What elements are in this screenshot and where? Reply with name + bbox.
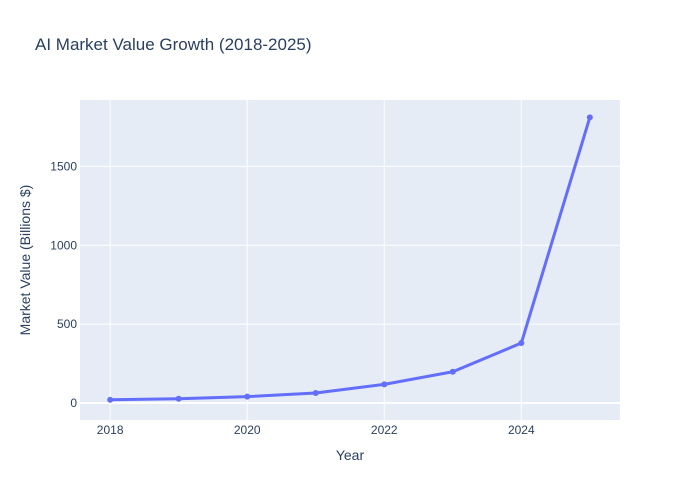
series-line <box>110 116 592 402</box>
x-tick-label: 2018 <box>97 423 124 437</box>
data-point[interactable] <box>381 381 388 388</box>
x-tick-label: 2024 <box>508 423 535 437</box>
y-axis-title: Market Value (Billions $) <box>17 185 33 336</box>
chart-title: AI Market Value Growth (2018-2025) <box>35 35 312 54</box>
x-axis-title: Year <box>336 447 365 463</box>
data-point[interactable] <box>518 340 525 347</box>
data-point[interactable] <box>449 368 456 375</box>
data-point[interactable] <box>586 114 593 121</box>
y-tick-label: 1500 <box>50 159 77 173</box>
y-tick-label: 1000 <box>50 238 77 252</box>
data-point[interactable] <box>175 395 182 402</box>
y-axis-ticks: 0 500 1000 1500 <box>50 159 77 410</box>
y-tick-label: 0 <box>70 396 77 410</box>
x-axis-ticks: 2018 2020 2022 2024 <box>97 423 535 437</box>
grid-lines <box>80 100 620 420</box>
y-tick-label: 500 <box>57 317 77 331</box>
plot-area <box>80 100 620 420</box>
x-tick-label: 2020 <box>234 423 261 437</box>
series-layer <box>107 114 593 403</box>
data-point[interactable] <box>312 390 319 397</box>
data-point[interactable] <box>244 393 251 400</box>
x-tick-label: 2022 <box>371 423 398 437</box>
data-point[interactable] <box>107 396 114 403</box>
